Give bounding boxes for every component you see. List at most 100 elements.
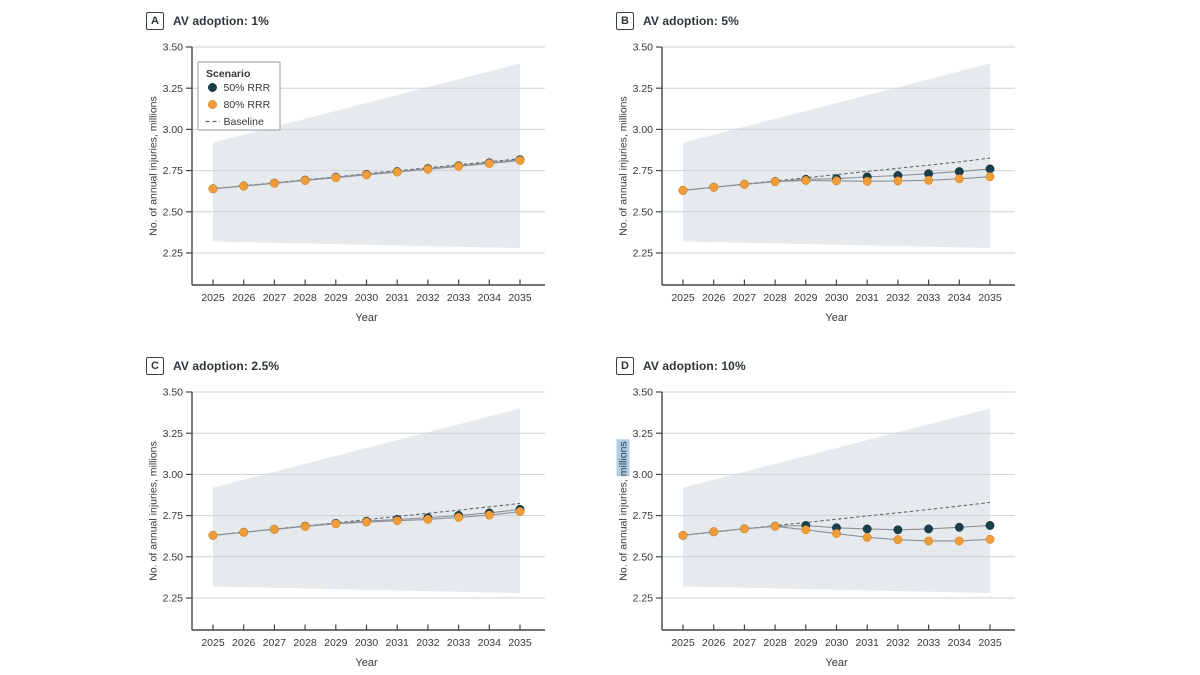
data-point-rrr80 bbox=[678, 530, 688, 540]
panel-d-header: D AV adoption: 10% bbox=[616, 357, 746, 375]
panel-c-header: C AV adoption: 2.5% bbox=[146, 357, 279, 375]
data-point-rrr80 bbox=[484, 159, 494, 168]
y-tick-label: 3.50 bbox=[633, 42, 654, 54]
data-point-rrr80 bbox=[269, 524, 279, 534]
y-tick-label: 2.50 bbox=[633, 551, 654, 563]
x-tick-label: 2031 bbox=[856, 292, 880, 304]
x-tick-label: 2029 bbox=[324, 292, 348, 304]
x-axis-title: Year bbox=[355, 312, 378, 324]
x-tick-label: 2034 bbox=[948, 292, 972, 304]
x-tick-label: 2028 bbox=[763, 637, 787, 649]
data-point-rrr80 bbox=[801, 525, 811, 535]
x-tick-label: 2025 bbox=[671, 292, 695, 304]
data-point-rrr80 bbox=[392, 516, 402, 526]
x-tick-label: 2025 bbox=[201, 292, 225, 304]
x-tick-label: 2035 bbox=[508, 292, 532, 304]
x-tick-label: 2026 bbox=[232, 637, 256, 649]
legend-marker-rrr80 bbox=[208, 100, 217, 109]
y-tick-label: 2.75 bbox=[163, 510, 184, 522]
panel-c-letter-badge: C bbox=[146, 357, 164, 375]
data-point-rrr80 bbox=[862, 176, 872, 186]
x-axis-title: Year bbox=[825, 657, 848, 669]
x-axis-title: Year bbox=[825, 312, 848, 324]
y-tick-label: 3.00 bbox=[633, 469, 654, 481]
data-point-rrr80 bbox=[770, 177, 780, 187]
x-tick-label: 2035 bbox=[508, 637, 532, 649]
data-point-rrr80 bbox=[893, 535, 903, 545]
data-point-rrr80 bbox=[739, 524, 749, 534]
legend-label-rrr80: 80% RRR bbox=[224, 99, 271, 111]
x-tick-label: 2029 bbox=[794, 292, 818, 304]
x-tick-label: 2026 bbox=[702, 637, 726, 649]
y-tick-label: 3.00 bbox=[163, 469, 184, 481]
x-tick-label: 2026 bbox=[702, 292, 726, 304]
x-tick-label: 2031 bbox=[386, 637, 410, 649]
x-tick-label: 2027 bbox=[733, 637, 757, 649]
legend-label-baseline: Baseline bbox=[224, 116, 264, 128]
data-point-rrr80 bbox=[924, 175, 934, 185]
panel-b-letter-badge: B bbox=[616, 12, 634, 30]
data-point-rrr80 bbox=[269, 178, 279, 188]
x-tick-label: 2035 bbox=[978, 292, 1002, 304]
y-tick-label: 2.25 bbox=[163, 593, 184, 605]
data-point-rrr50 bbox=[893, 525, 903, 535]
data-point-rrr80 bbox=[709, 182, 719, 192]
panel-a-title: AV adoption: 1% bbox=[173, 14, 269, 28]
panel-c-chart: 3.50 3.25 3.00 2.75 2.50 2.25 2025 2026 2027 2028… bbox=[148, 387, 545, 669]
x-tick-label: 2030 bbox=[825, 637, 849, 649]
x-tick-label: 2034 bbox=[948, 637, 972, 649]
y-tick-label: 3.25 bbox=[163, 428, 184, 440]
y-tick-label: 2.50 bbox=[163, 206, 184, 218]
y-tick-label: 3.25 bbox=[633, 83, 654, 95]
panel-d: D AV adoption: 10% 3.50 3.25 3.00 2.75 2.50 2… bbox=[610, 353, 1022, 675]
x-tick-label: 2028 bbox=[293, 637, 317, 649]
y-tick-label: 2.50 bbox=[163, 551, 184, 563]
uncertainty-band bbox=[213, 408, 520, 594]
panel-c-title: AV adoption: 2.5% bbox=[173, 359, 280, 373]
y-tick-label: 2.75 bbox=[633, 510, 654, 522]
panel-a: A AV adoption: 1% 3.50 3.25 3.00 2.75 2.50 2.… bbox=[140, 8, 552, 343]
data-point-rrr80 bbox=[208, 530, 218, 540]
data-point-rrr80 bbox=[862, 532, 872, 542]
x-tick-label: 2027 bbox=[733, 292, 757, 304]
data-point-rrr80 bbox=[924, 536, 934, 546]
data-point-rrr80 bbox=[709, 527, 719, 537]
data-point-rrr80 bbox=[362, 517, 371, 527]
x-tick-label: 2032 bbox=[416, 637, 440, 649]
y-tick-label: 2.50 bbox=[633, 206, 654, 218]
x-tick-label: 2032 bbox=[886, 637, 910, 649]
data-point-rrr80 bbox=[515, 507, 525, 517]
data-point-rrr80 bbox=[739, 179, 749, 189]
y-tick-label: 3.25 bbox=[633, 428, 654, 440]
data-point-rrr80 bbox=[832, 529, 841, 539]
data-point-rrr50 bbox=[985, 521, 995, 530]
x-tick-label: 2027 bbox=[263, 292, 287, 304]
y-axis-title: No. of annual injuries, millions bbox=[618, 96, 630, 235]
x-tick-label: 2033 bbox=[917, 637, 941, 649]
x-tick-label: 2027 bbox=[263, 637, 287, 649]
data-point-rrr50 bbox=[954, 522, 964, 532]
data-point-rrr80 bbox=[423, 164, 433, 174]
y-tick-label: 2.25 bbox=[633, 248, 654, 260]
panel-b-chart: 3.50 3.25 3.00 2.75 2.50 2.25 2025 2026 2027 2028… bbox=[618, 42, 1015, 324]
panel-c: C AV adoption: 2.5% 3.50 3.25 3.00 2.75 2.50… bbox=[140, 353, 552, 675]
x-tick-label: 2033 bbox=[447, 637, 471, 649]
y-tick-label: 2.75 bbox=[633, 165, 654, 177]
data-point-rrr80 bbox=[331, 519, 341, 529]
x-axis-title: Year bbox=[355, 657, 378, 669]
y-tick-label: 3.50 bbox=[633, 387, 654, 399]
y-axis-title-group: No. of annual injuries, millions bbox=[148, 96, 160, 235]
data-point-rrr80 bbox=[392, 167, 402, 177]
data-point-rrr80 bbox=[300, 522, 310, 531]
y-axis-title: No. of annual injuries, millions bbox=[618, 441, 630, 580]
data-point-rrr80 bbox=[239, 181, 249, 191]
data-point-rrr80 bbox=[454, 512, 464, 522]
panel-d-title: AV adoption: 10% bbox=[643, 359, 746, 373]
x-tick-label: 2033 bbox=[447, 292, 471, 304]
data-point-rrr80 bbox=[454, 161, 464, 171]
y-axis-title-group: No. of annual injuries, millions bbox=[618, 96, 630, 235]
data-point-rrr80 bbox=[801, 176, 811, 185]
data-point-rrr80 bbox=[331, 173, 341, 183]
x-tick-label: 2032 bbox=[416, 292, 440, 304]
legend-title: Scenario bbox=[206, 68, 250, 80]
